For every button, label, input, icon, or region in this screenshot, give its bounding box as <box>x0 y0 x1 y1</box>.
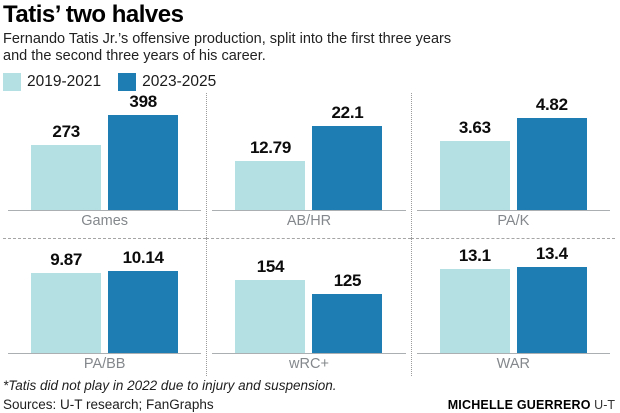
plot-area-ab-hr: 12.79 22.1 <box>212 93 406 211</box>
chart-title: Tatis’ two halves <box>3 1 184 28</box>
bar-2019-2021 <box>235 161 306 210</box>
subtitle-line-2: and the second three years of his career… <box>3 48 266 64</box>
plot-area-wrc-plus: 154 125 <box>212 244 406 354</box>
bar-2023-2025 <box>312 294 383 353</box>
bar-value-label: 13.1 <box>458 246 491 265</box>
bar-2023-2025 <box>108 115 179 210</box>
bar-value-label: 273 <box>52 122 80 141</box>
chart-cell-pa-bb: 9.87 10.14 PA/BB <box>3 238 207 376</box>
footer-row: Sources: U-T research; FanGraphs MICHELL… <box>3 397 615 413</box>
legend-swatch-2019-2021 <box>3 72 21 91</box>
legend-label-2019-2021: 2019-2021 <box>27 72 102 90</box>
footnote: *Tatis did not play in 2022 due to injur… <box>3 378 337 393</box>
category-label: WAR <box>496 356 530 372</box>
charts-grid: 273 398 Games 12.79 <box>3 92 615 376</box>
bar-2023-2025 <box>516 118 587 210</box>
bar-2019-2021 <box>31 145 102 210</box>
bar-2019-2021 <box>31 273 102 353</box>
credit-org: U-T <box>594 398 615 412</box>
plot-area-war: 13.1 13.4 <box>416 244 610 354</box>
plot-area-pa-k: 3.63 4.82 <box>416 93 610 211</box>
category-label: PA/K <box>497 213 530 229</box>
category-label: Games <box>81 213 129 229</box>
chart-cell-games: 273 398 Games <box>3 92 206 238</box>
charts-row-2: 9.87 10.14 PA/BB 154 <box>3 238 615 376</box>
bar-2023-2025 <box>516 267 587 353</box>
category-label: PA/BB <box>83 356 126 372</box>
chart-cell-wrc-plus: 154 125 wRC+ <box>206 238 411 376</box>
chart-cell-war: 13.1 13.4 WAR <box>410 238 615 376</box>
legend: 2019-2021 2023-2025 <box>3 72 615 91</box>
bar-2019-2021 <box>439 141 510 210</box>
plot-area-pa-bb: 9.87 10.14 <box>8 244 202 354</box>
chart-cell-ab-hr: 12.79 22.1 AB/HR <box>206 93 410 238</box>
bar-value-label: 10.14 <box>122 248 164 267</box>
chart-cell-pa-k: 3.63 4.82 PA/K <box>410 93 615 238</box>
bar-value-label: 13.4 <box>535 244 568 263</box>
category-label: wRC+ <box>289 356 329 372</box>
bar-value-label: 22.1 <box>331 103 364 122</box>
bar-value-label: 398 <box>129 92 157 111</box>
category-label: AB/HR <box>286 213 332 229</box>
bar-2023-2025 <box>312 126 383 210</box>
bar-value-label: 154 <box>256 257 285 276</box>
charts-row-1: 273 398 Games 12.79 <box>3 92 615 238</box>
legend-label-2023-2025: 2023-2025 <box>142 72 217 90</box>
bar-value-label: 9.87 <box>50 250 83 269</box>
bar-value-label: 3.63 <box>458 118 491 137</box>
bar-value-label: 12.79 <box>249 138 291 157</box>
bar-value-label: 125 <box>333 271 362 290</box>
credit-line: MICHELLE GUERRERO U-T <box>448 398 615 413</box>
credit-name: MICHELLE GUERRERO <box>447 398 591 412</box>
subtitle-line-1: Fernando Tatis Jr.’s offensive productio… <box>3 31 452 47</box>
bar-value-label: 4.82 <box>535 95 568 114</box>
chart-subtitle: Fernando Tatis Jr.’s offensive productio… <box>3 31 615 65</box>
bar-2019-2021 <box>439 269 510 353</box>
legend-swatch-2023-2025 <box>118 72 137 91</box>
plot-area-games: 273 398 <box>8 92 202 211</box>
bar-2019-2021 <box>235 280 306 353</box>
bar-2023-2025 <box>108 271 179 353</box>
sources-text: Sources: U-T research; FanGraphs <box>3 397 214 412</box>
